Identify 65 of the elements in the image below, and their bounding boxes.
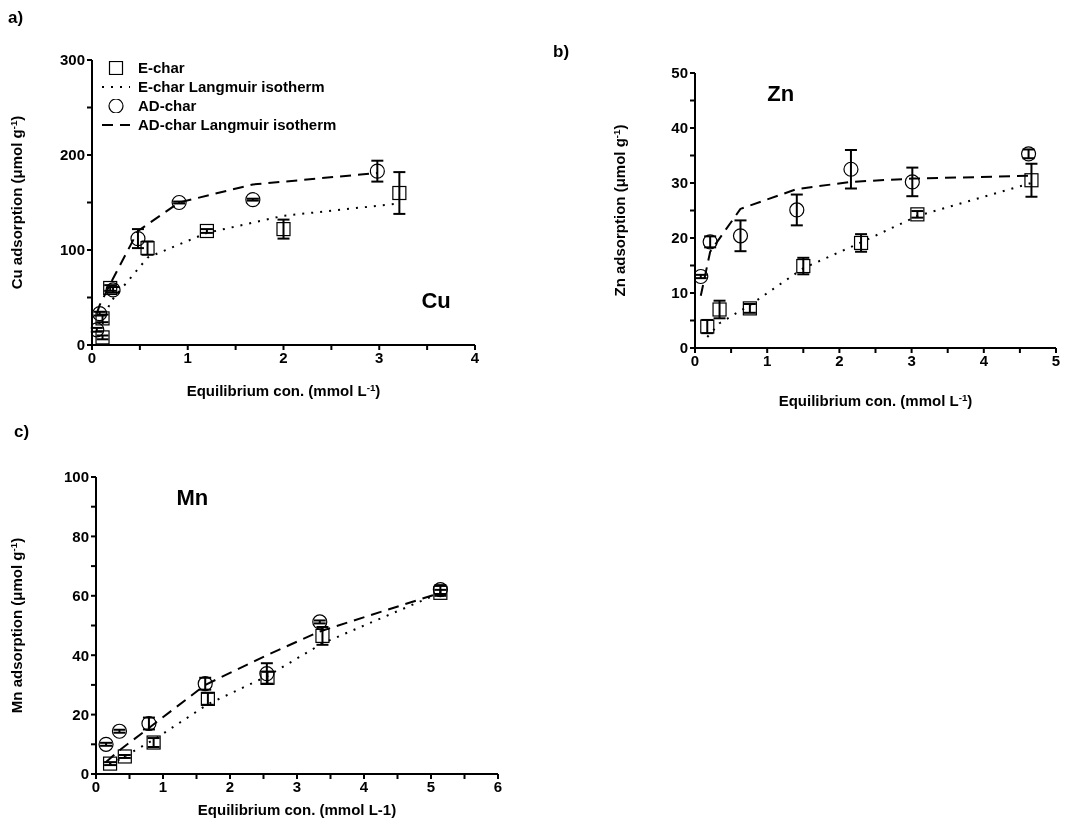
annotation: Zn [767,81,795,107]
x-tick-label: 5 [1051,351,1061,369]
point [92,306,108,322]
y-tick-label: 100 [63,468,89,486]
x-tick-label: 3 [907,351,916,369]
x-tick-label: 0 [91,777,101,795]
point [111,723,128,739]
point [695,268,709,285]
y-tick-label: 200 [59,146,85,164]
point [102,756,118,771]
point [245,192,261,208]
point [259,666,275,682]
annotation: Mn [176,485,209,511]
chart-title: c) [14,422,30,442]
x-tick-label: 0 [690,351,700,369]
x-tick-label: 2 [835,351,844,369]
x-tick-label: 3 [375,348,384,366]
y-tick-label: 0 [80,765,89,783]
point [732,228,749,244]
point [98,736,114,752]
x-tick-label: 1 [763,351,772,369]
point [312,614,328,630]
point [117,749,132,764]
y-tick-label: 20 [671,229,688,247]
y-tick-label: 20 [72,705,89,723]
y-tick-label: 30 [671,174,688,192]
y-tick-label: 0 [76,336,85,354]
y-tick-label: 80 [72,527,89,545]
point [95,330,110,345]
x-tick-label: 2 [225,777,235,795]
y-tick-label: 50 [671,64,688,82]
y-tick-label: 100 [59,241,85,259]
x-axis-title: Equilibrium con. (mmol L$^{-1}$) [186,381,381,399]
y-tick-label: 10 [671,284,688,302]
x-tick-label: 6 [493,777,503,795]
y-tick-label: 40 [671,119,688,137]
x-tick-label: 5 [426,777,436,795]
x-tick-label: 4 [359,777,369,795]
x-axis-title: Equilibrium con. (mmol L-1) [197,801,397,818]
point [369,163,385,179]
point [276,222,291,237]
point [789,202,805,218]
x-tick-label: 1 [158,777,168,795]
y-tick-label: 300 [59,51,85,69]
point [904,174,920,190]
point [843,161,859,177]
legend-label: E-char Langmuir isotherm [138,77,325,96]
x-axis-title: Equilibrium con. (mmol L$^{-1}$) [778,391,973,409]
legend-label: AD-char Langmuir isotherm [138,115,337,134]
x-tick-label: 2 [279,348,288,366]
x-tick-label: 3 [292,777,302,795]
chart-title: b) [553,42,570,62]
x-tick-label: 1 [183,348,192,366]
chart-title: a) [8,8,24,28]
y-tick-label: 40 [72,646,89,664]
point [171,194,187,211]
x-tick-label: 4 [979,351,989,369]
legend-label: AD-char [138,96,197,115]
x-tick-label: 4 [470,348,480,366]
point [392,185,407,201]
point [199,223,214,239]
point [1024,173,1039,188]
legend-label: E-char [138,58,185,77]
annotation: Cu [421,288,451,314]
y-tick-label: 60 [72,587,89,605]
